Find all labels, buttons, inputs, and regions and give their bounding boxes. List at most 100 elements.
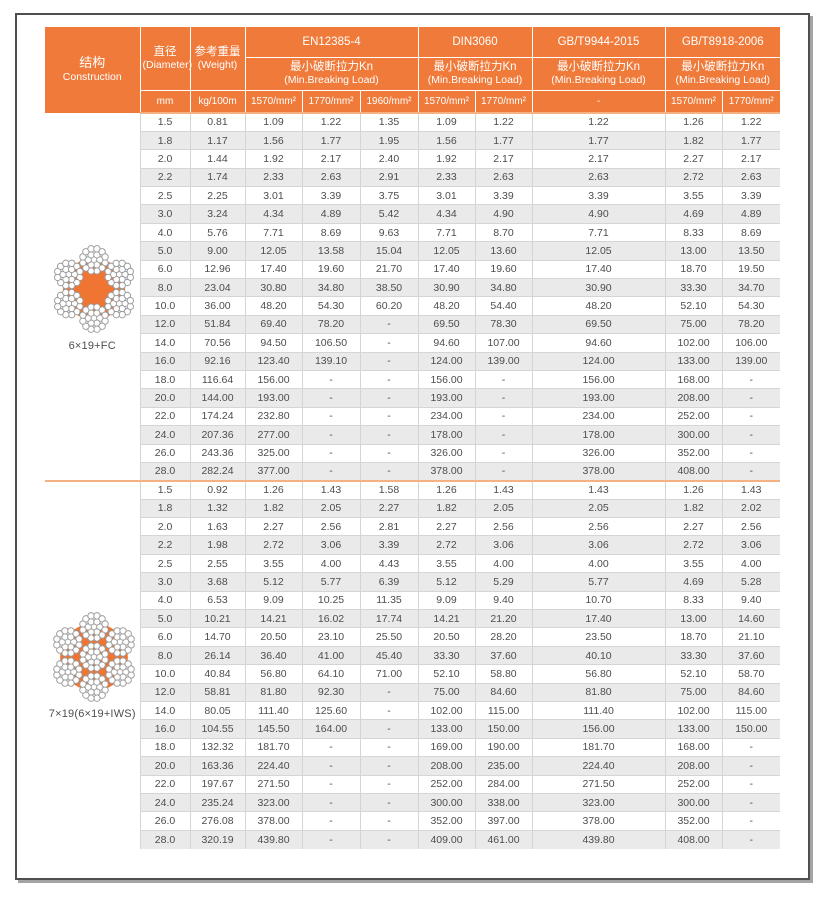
- table-cell: 71.00: [359, 664, 419, 684]
- construction-cell: 7×19(6×19+IWS): [44, 479, 141, 850]
- table-row: 2.2 1.98 2.72 3.06 3.39 2.72 3.06 3.06 2.72 3.06: [45, 535, 781, 555]
- table-cell: 1.32: [189, 498, 246, 519]
- table-cell: 1.63: [189, 517, 246, 537]
- table-cell: 5.0: [139, 241, 191, 261]
- table-cell: 18.70: [664, 627, 723, 647]
- table-cell: 3.06: [474, 535, 533, 555]
- table-cell: 14.0: [139, 333, 191, 353]
- table-cell: 78.20: [721, 314, 781, 335]
- table-cell: 41.00: [301, 645, 361, 666]
- table-cell: 1.22: [721, 112, 781, 132]
- table-cell: 22.0: [139, 406, 191, 427]
- table-cell: 58.80: [474, 664, 533, 684]
- table-row: 8.0 23.04 30.80 34.80 38.50 30.90 34.80 30.90 33…: [45, 278, 781, 298]
- table-cell: 48.20: [417, 296, 476, 316]
- table-cell: -: [301, 425, 361, 445]
- table-cell: 34.80: [474, 278, 533, 298]
- table-cell: 8.0: [139, 645, 191, 666]
- table-cell: 2.2: [139, 535, 191, 555]
- table-row: 2.2 1.74 2.33 2.63 2.91 2.33 2.63 2.63 2.72 2.63: [45, 167, 781, 188]
- table-cell: 11.35: [359, 590, 419, 611]
- table-cell: -: [359, 811, 419, 831]
- column-header-standard-din3060: DIN3060: [417, 26, 533, 58]
- table-cell: 58.81: [189, 682, 246, 703]
- table-cell: 8.69: [301, 222, 361, 243]
- table-cell: 1.92: [417, 149, 476, 169]
- table-cell: 7.71: [244, 222, 303, 243]
- rope-cross-section-6x19-fc: [54, 244, 134, 333]
- table-cell: 3.55: [664, 553, 723, 574]
- table-cell: 1.92: [244, 149, 303, 169]
- table-cell: -: [301, 792, 361, 813]
- table-cell: 14.0: [139, 700, 191, 721]
- table-cell: 133.00: [664, 719, 723, 739]
- table-row: 26.0 276.08 378.00- -352.00 397.00 378.00 352.…: [45, 811, 781, 831]
- table-cell: 75.00: [664, 314, 723, 335]
- table-cell: 2.17: [474, 149, 533, 169]
- table-cell: 1.35: [359, 112, 419, 132]
- table-cell: 352.00: [417, 811, 476, 831]
- table-cell: 352.00: [664, 811, 723, 831]
- column-header-standard-gbt8918: GB/T8918-2006: [664, 26, 781, 58]
- table-cell: 2.63: [531, 167, 666, 188]
- table-cell: 16.0: [139, 719, 191, 739]
- table-cell: 37.60: [474, 645, 533, 666]
- table-cell: 378.00: [531, 461, 666, 482]
- table-cell: 2.02: [721, 498, 781, 519]
- table-cell: 277.00: [244, 425, 303, 445]
- table-cell: 377.00: [244, 461, 303, 482]
- table-cell: 0.92: [189, 479, 246, 500]
- table-cell: 2.5: [139, 553, 191, 574]
- table-cell: 124.00: [531, 351, 666, 371]
- table-row: 5.0 9.00 12.05 13.58 15.04 12.05 13.60 12.05 13.…: [45, 241, 781, 261]
- table-cell: -: [721, 756, 781, 776]
- table-cell: -: [474, 406, 533, 427]
- table-cell: 224.40: [244, 756, 303, 776]
- table-cell: 36.00: [189, 296, 246, 316]
- table-cell: 5.42: [359, 204, 419, 224]
- table-cell: 9.09: [244, 590, 303, 611]
- table-cell: 33.30: [664, 645, 723, 666]
- unit-header-kg100m: kg/100m: [189, 89, 246, 114]
- construction-label: 7×19(6×19+IWS): [48, 708, 136, 721]
- table-cell: -: [301, 756, 361, 776]
- table-cell: 22.0: [139, 774, 191, 794]
- table-cell: 45.40: [359, 645, 419, 666]
- table-cell: 193.00: [244, 388, 303, 408]
- table-cell: 1.8: [139, 130, 191, 151]
- table-cell: 3.24: [189, 204, 246, 224]
- table-cell: 326.00: [417, 443, 476, 463]
- table-cell: 2.27: [664, 149, 723, 169]
- table-cell: 2.05: [531, 498, 666, 519]
- table-cell: 4.34: [417, 204, 476, 224]
- table-cell: 156.00: [531, 369, 666, 390]
- table-cell: 69.50: [417, 314, 476, 335]
- table-cell: 30.80: [244, 278, 303, 298]
- table-cell: 81.80: [244, 682, 303, 703]
- table-cell: -: [474, 425, 533, 445]
- table-cell: 4.00: [721, 553, 781, 574]
- table-cell: 276.08: [189, 811, 246, 831]
- table-cell: 8.69: [721, 222, 781, 243]
- table-cell: 20.50: [417, 627, 476, 647]
- table-cell: -: [359, 682, 419, 703]
- table-cell: 1.09: [244, 112, 303, 132]
- table-cell: 323.00: [531, 792, 666, 813]
- table-row: 20.0 163.36 224.40- -208.00 235.00 224.40 208.…: [45, 756, 781, 776]
- table-cell: 6.0: [139, 627, 191, 647]
- table-cell: -: [721, 388, 781, 408]
- table-cell: 352.00: [664, 443, 723, 463]
- table-cell: 234.00: [531, 406, 666, 427]
- table-cell: 5.0: [139, 609, 191, 629]
- table-cell: 2.63: [301, 167, 361, 188]
- table-cell: 235.00: [474, 756, 533, 776]
- table-cell: 17.40: [531, 259, 666, 280]
- table-cell: 338.00: [474, 792, 533, 813]
- table-cell: 1.8: [139, 498, 191, 519]
- table-cell: 5.77: [301, 572, 361, 592]
- construction-label-zh: 结构: [79, 55, 106, 71]
- table-row: 28.0 282.24 377.00- -378.00-378.00 408.00-: [45, 461, 781, 482]
- table-cell: 323.00: [244, 792, 303, 813]
- table-cell: 102.00: [664, 333, 723, 353]
- table-cell: 1.43: [721, 479, 781, 500]
